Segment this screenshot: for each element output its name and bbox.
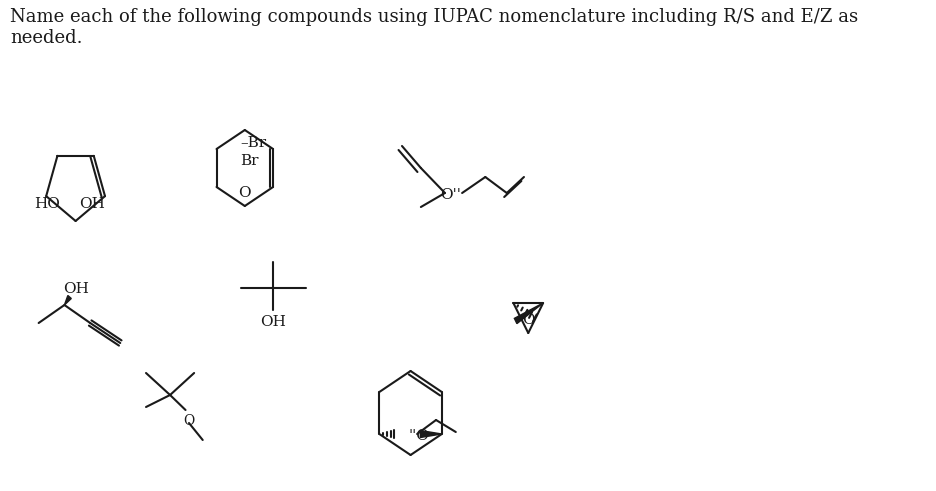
Text: OH: OH <box>79 197 105 211</box>
Text: O: O <box>522 313 534 327</box>
Text: OH: OH <box>260 315 286 329</box>
Text: ''O: ''O <box>408 429 430 443</box>
Polygon shape <box>420 431 442 437</box>
Polygon shape <box>515 303 543 324</box>
Text: Name each of the following compounds using IUPAC nomenclature including R/S and : Name each of the following compounds usi… <box>10 8 858 47</box>
Text: HO: HO <box>35 197 60 211</box>
Text: Br: Br <box>241 154 259 168</box>
Text: OH: OH <box>63 282 89 296</box>
Text: O'': O'' <box>441 188 461 202</box>
Text: O: O <box>183 414 195 428</box>
Text: –Br: –Br <box>241 136 267 150</box>
Text: O: O <box>239 186 251 200</box>
Polygon shape <box>65 296 71 305</box>
